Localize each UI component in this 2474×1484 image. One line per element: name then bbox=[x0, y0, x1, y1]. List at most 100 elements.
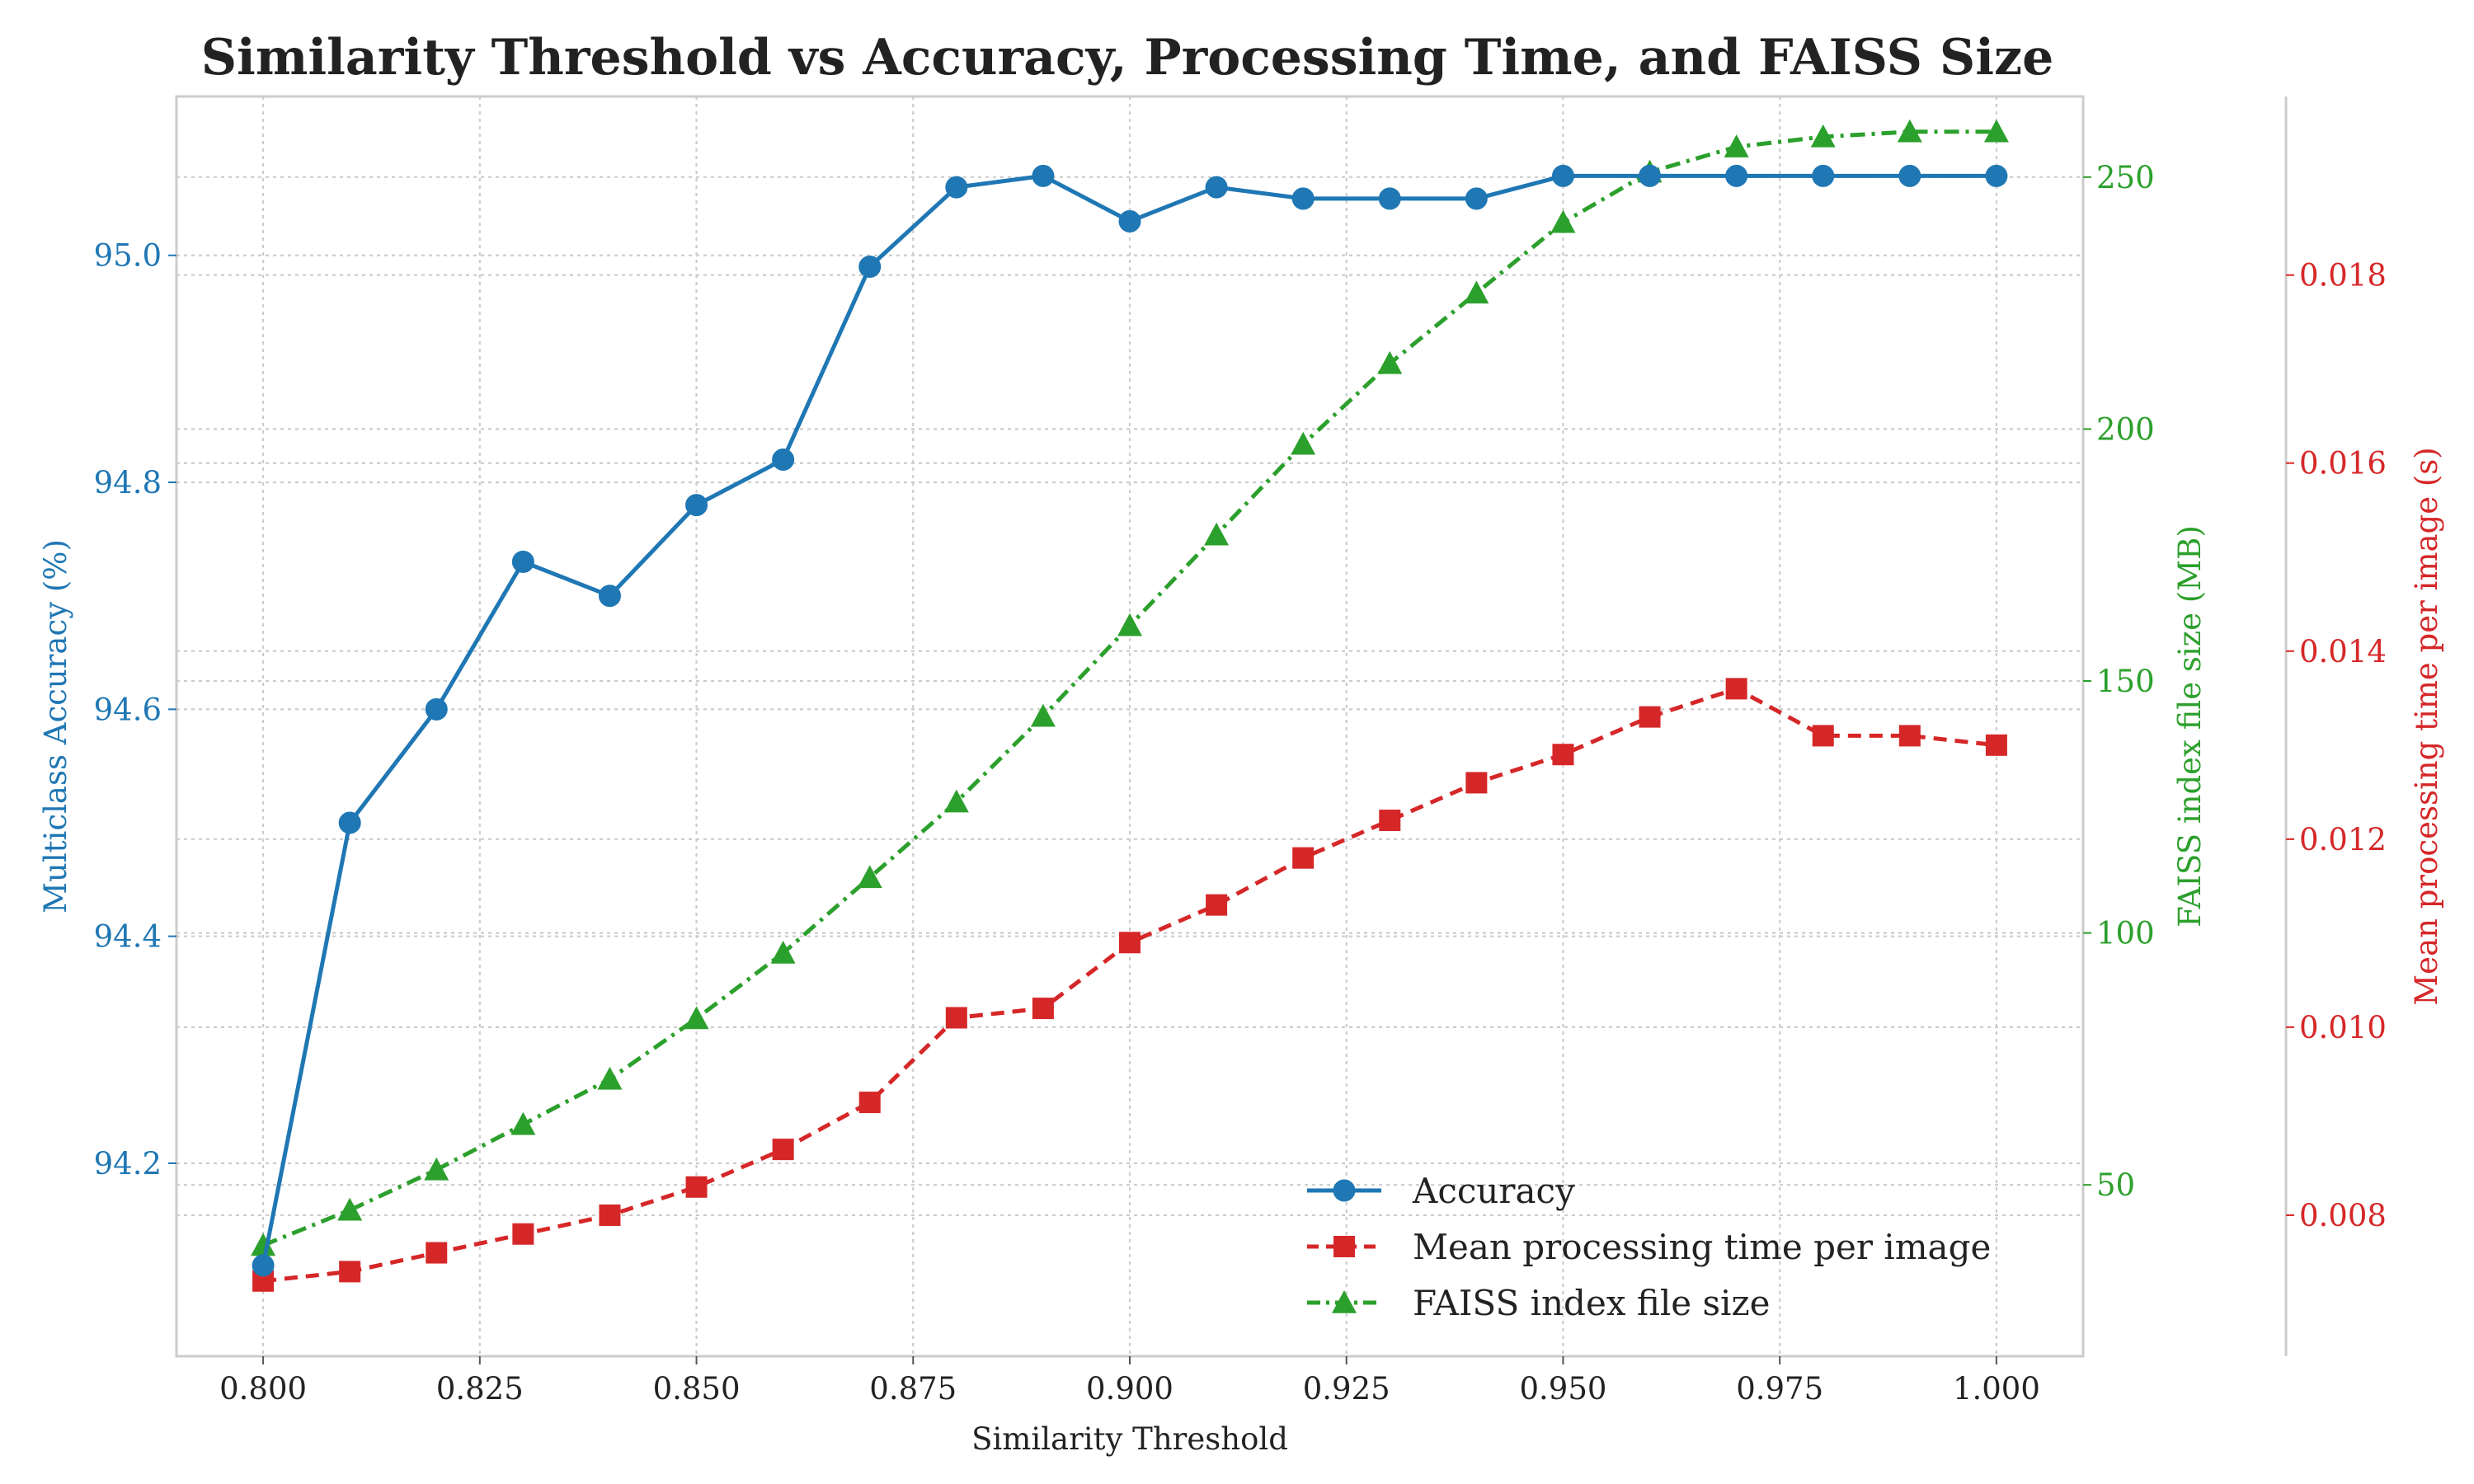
data-point-time bbox=[1812, 725, 1834, 747]
data-point-faiss bbox=[1897, 119, 1922, 143]
data-point-accuracy bbox=[252, 1254, 275, 1277]
data-point-accuracy bbox=[1898, 164, 1921, 187]
series-layer bbox=[251, 119, 2009, 1292]
legend-swatch-marker bbox=[1332, 1290, 1357, 1313]
y-axis-label-time: Mean processing time per image (s) bbox=[2409, 447, 2444, 1005]
legend-item-time: Mean processing time per image bbox=[1307, 1227, 1991, 1267]
legend-item-faiss: FAISS index file size bbox=[1307, 1283, 1770, 1323]
data-point-accuracy bbox=[1378, 187, 1401, 210]
data-point-time bbox=[1465, 772, 1488, 794]
data-point-accuracy bbox=[1985, 164, 2008, 187]
data-point-time bbox=[1206, 894, 1228, 916]
data-point-time bbox=[1379, 810, 1401, 832]
legend-label: FAISS index file size bbox=[1413, 1283, 1770, 1323]
legend-item-accuracy: Accuracy bbox=[1307, 1171, 1575, 1211]
data-point-faiss bbox=[770, 941, 796, 964]
x-tick-label: 0.950 bbox=[1519, 1371, 1606, 1407]
y-tick-label-faiss: 150 bbox=[2096, 664, 2155, 699]
y-tick-label-faiss: 250 bbox=[2096, 160, 2155, 195]
data-point-accuracy bbox=[1639, 164, 1662, 187]
y-tick-label-time: 0.010 bbox=[2299, 1010, 2387, 1045]
data-point-faiss bbox=[1377, 350, 1403, 374]
data-point-faiss bbox=[510, 1111, 536, 1135]
x-axis-label: Similarity Threshold bbox=[971, 1421, 1288, 1457]
y-tick-label-faiss: 100 bbox=[2096, 916, 2155, 951]
data-point-time bbox=[599, 1204, 621, 1226]
y-tick-label-time: 0.008 bbox=[2299, 1198, 2387, 1233]
chart-title: Similarity Threshold vs Accuracy, Proces… bbox=[201, 29, 2054, 87]
y-axis-label-faiss: FAISS index file size (MB) bbox=[2172, 525, 2208, 928]
data-point-time bbox=[1725, 678, 1747, 700]
y-tick-label-accuracy: 94.2 bbox=[94, 1146, 162, 1181]
y-tick-label-accuracy: 94.8 bbox=[94, 465, 162, 500]
data-point-time bbox=[858, 1092, 881, 1114]
tick-layer: 0.800 0.825 0.850 0.875 0.900 0.925 0.950 0.975… bbox=[94, 160, 2387, 1407]
data-point-faiss bbox=[684, 1006, 709, 1030]
data-point-faiss bbox=[1550, 209, 1576, 233]
series-faiss bbox=[251, 119, 2009, 1256]
data-point-faiss bbox=[1204, 522, 1230, 546]
data-point-accuracy bbox=[1725, 164, 1748, 187]
data-point-faiss bbox=[1030, 703, 1056, 727]
legend-label: Accuracy bbox=[1412, 1171, 1575, 1211]
data-point-faiss bbox=[1291, 431, 1316, 455]
series-time bbox=[252, 678, 2007, 1292]
data-point-time bbox=[945, 1007, 967, 1029]
y-axis-label-accuracy: Multiclass Accuracy (%) bbox=[38, 539, 73, 913]
data-point-accuracy bbox=[1465, 187, 1488, 210]
data-point-accuracy bbox=[1812, 164, 1835, 187]
data-point-faiss bbox=[857, 865, 882, 889]
x-tick-label: 0.800 bbox=[219, 1371, 307, 1407]
y-tick-label-time: 0.018 bbox=[2299, 258, 2387, 294]
data-point-faiss bbox=[337, 1197, 363, 1221]
legend-swatch-marker bbox=[1333, 1236, 1355, 1257]
data-point-faiss bbox=[424, 1157, 449, 1181]
x-tick-label: 0.825 bbox=[436, 1371, 524, 1407]
data-point-accuracy bbox=[1205, 176, 1228, 199]
data-point-faiss bbox=[1117, 613, 1142, 636]
data-point-accuracy bbox=[1118, 209, 1141, 232]
data-point-time bbox=[512, 1223, 534, 1245]
data-point-time bbox=[1639, 706, 1661, 728]
data-point-time bbox=[1552, 744, 1574, 766]
data-point-faiss bbox=[1810, 124, 1836, 148]
data-point-faiss bbox=[1983, 119, 2009, 143]
y-tick-label-accuracy: 94.4 bbox=[94, 919, 162, 955]
data-point-time bbox=[1898, 725, 1921, 747]
y-tick-label-time: 0.012 bbox=[2299, 822, 2387, 857]
data-point-accuracy bbox=[1291, 187, 1315, 210]
data-point-accuracy bbox=[858, 255, 882, 278]
legend-label: Mean processing time per image bbox=[1413, 1227, 1991, 1267]
data-point-time bbox=[1119, 932, 1141, 954]
data-point-time bbox=[685, 1176, 708, 1198]
data-point-accuracy bbox=[425, 697, 448, 721]
series-accuracy bbox=[252, 164, 2008, 1277]
data-point-time bbox=[1032, 998, 1054, 1020]
data-point-faiss bbox=[1464, 280, 1489, 304]
data-point-accuracy bbox=[1032, 164, 1055, 187]
y-tick-label-faiss: 200 bbox=[2096, 411, 2155, 447]
legend: Accuracy Mean processing time per image FA… bbox=[1307, 1171, 1991, 1323]
data-point-faiss bbox=[1724, 134, 1749, 157]
y-tick-label-accuracy: 94.6 bbox=[94, 692, 162, 727]
y-tick-label-faiss: 50 bbox=[2096, 1167, 2135, 1203]
x-tick-label: 0.875 bbox=[869, 1371, 957, 1407]
data-point-accuracy bbox=[338, 811, 361, 834]
data-point-time bbox=[426, 1242, 448, 1264]
data-point-accuracy bbox=[945, 176, 968, 199]
legend-swatch-marker bbox=[1333, 1179, 1356, 1202]
data-point-accuracy bbox=[598, 585, 621, 608]
x-tick-label: 0.850 bbox=[653, 1371, 741, 1407]
data-point-faiss bbox=[597, 1066, 623, 1090]
data-point-accuracy bbox=[511, 550, 534, 573]
x-tick-label: 1.000 bbox=[1953, 1371, 2040, 1407]
x-tick-label: 0.925 bbox=[1303, 1371, 1390, 1407]
y-tick-label-time: 0.016 bbox=[2299, 446, 2387, 481]
data-point-accuracy bbox=[685, 494, 708, 517]
data-point-time bbox=[339, 1261, 361, 1283]
x-tick-label: 0.975 bbox=[1736, 1371, 1823, 1407]
data-point-faiss bbox=[251, 1233, 276, 1256]
y-tick-label-time: 0.014 bbox=[2299, 634, 2387, 669]
data-point-time bbox=[1292, 847, 1315, 869]
